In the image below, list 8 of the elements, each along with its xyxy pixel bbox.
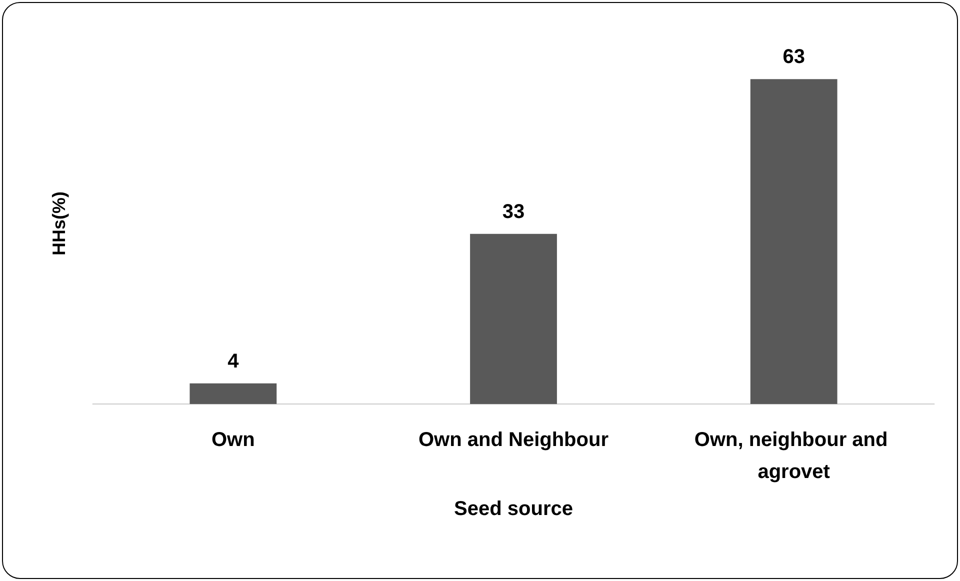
data-label: 33 <box>502 200 525 223</box>
y-axis-title: HHs(%) <box>49 191 69 256</box>
data-label: 63 <box>782 46 805 68</box>
x-tick-label: Own and Neighbour <box>418 429 609 451</box>
x-tick-label: Own <box>211 429 255 451</box>
data-label: 4 <box>228 350 240 372</box>
x-axis-title: Seed source <box>454 498 573 520</box>
x-tick-label: Own, neighbour and agrovet <box>694 429 894 483</box>
